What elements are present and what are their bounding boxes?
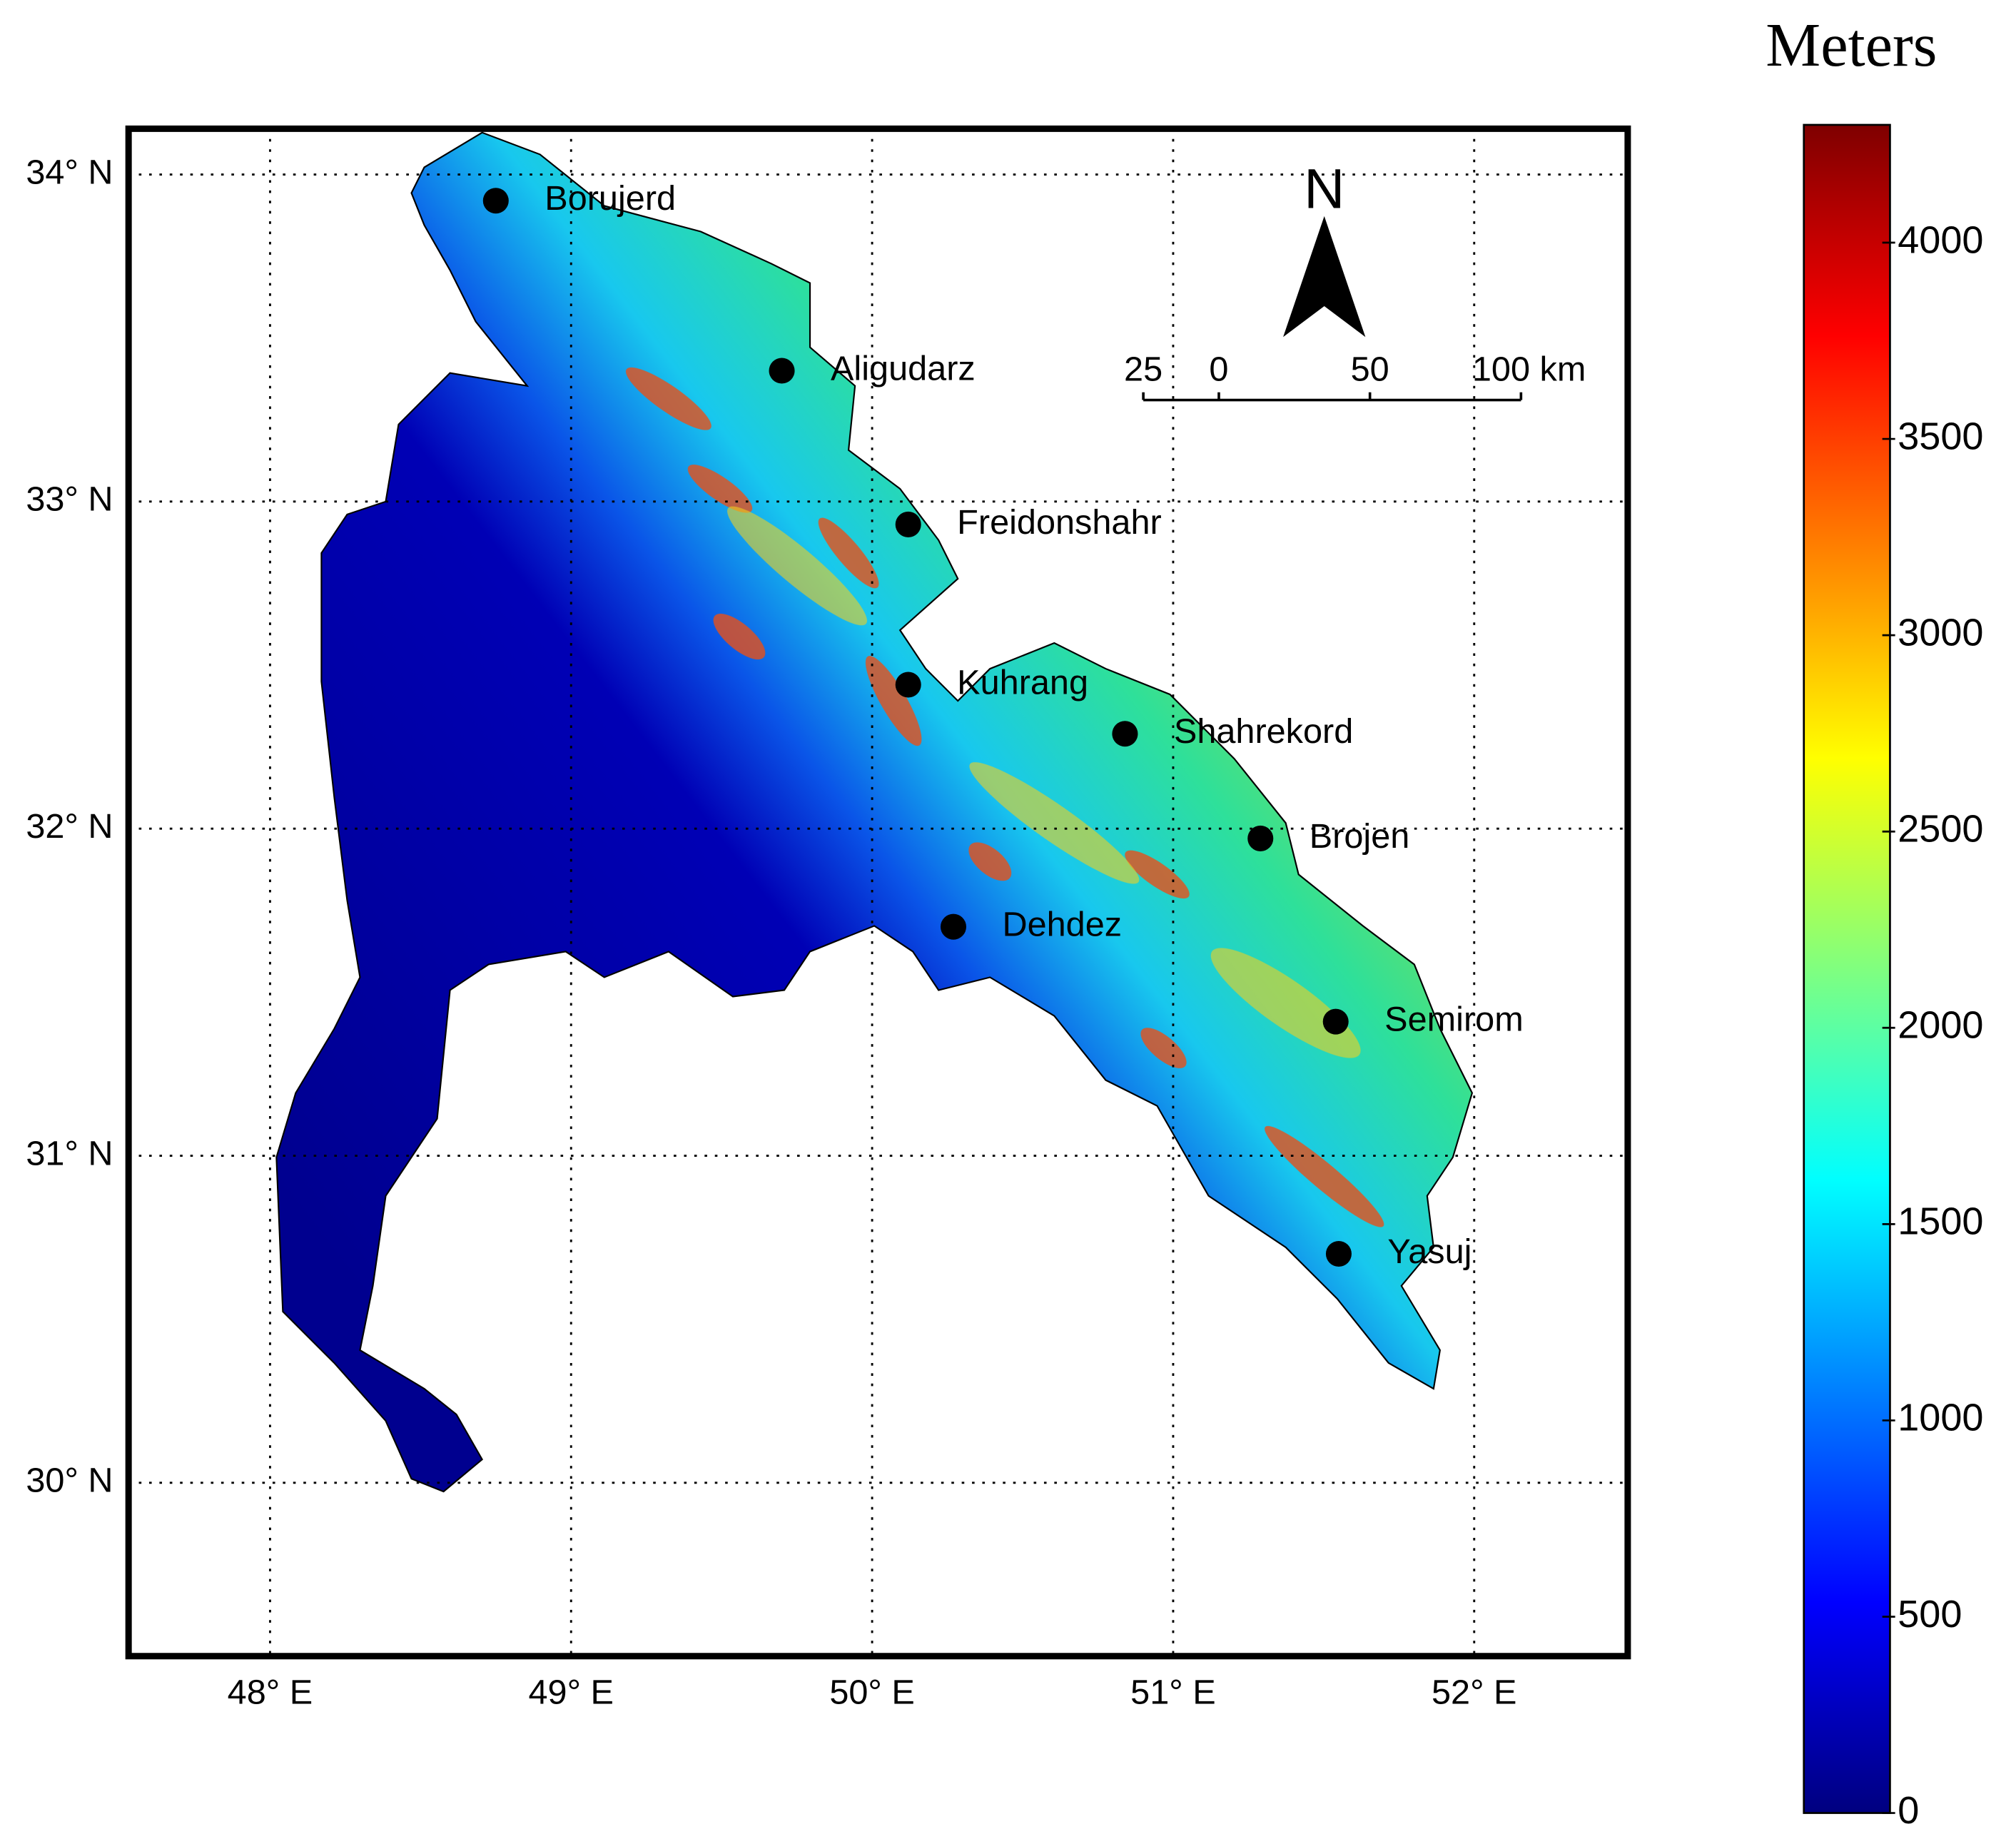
city-marker <box>482 188 509 214</box>
colorbar-title: Meters <box>1766 11 1937 79</box>
scale-label: 25 <box>1124 350 1163 389</box>
city-label: Dehdez <box>1002 906 1122 944</box>
city-label: Semirom <box>1384 1000 1524 1038</box>
grid <box>128 128 1628 1656</box>
scale-label: 50 <box>1351 350 1389 389</box>
city-label: Kuhrang <box>957 663 1088 701</box>
city-marker <box>895 672 921 698</box>
x-tick-label: 49° E <box>529 1673 614 1712</box>
scale-label: 0 <box>1209 350 1228 389</box>
city-marker <box>940 913 967 940</box>
x-tick-label: 50° E <box>829 1673 914 1712</box>
overlay: Borujerd Aligudarz Freidonshahr Kuhrang Shah… <box>482 179 1586 1271</box>
city-marker <box>1247 825 1274 851</box>
city-label: Shahrekord <box>1174 712 1353 751</box>
y-tick-label: 30° N <box>26 1461 113 1500</box>
city-label: Freidonshahr <box>957 503 1162 542</box>
city-marker <box>769 358 795 384</box>
y-tick-label: 31° N <box>26 1134 113 1172</box>
colorbar-tick-label: 1500 <box>1898 1200 1983 1243</box>
city-marker <box>1322 1008 1349 1035</box>
city-marker <box>895 511 921 537</box>
north-label: N <box>1304 156 1344 220</box>
city-marker <box>1112 721 1138 747</box>
colorbar-tick-label: 2000 <box>1898 1004 1983 1047</box>
x-tick-label: 52° E <box>1432 1673 1516 1712</box>
map-frame <box>125 125 1631 1660</box>
city-label: Brojen <box>1310 817 1410 856</box>
x-tick-label: 48° E <box>228 1673 313 1712</box>
terrain <box>276 132 1472 1492</box>
colorbar-tick-label: 3000 <box>1898 611 1983 654</box>
colorbar-tick-label: 4000 <box>1898 218 1983 261</box>
y-tick-label: 34° N <box>26 153 113 191</box>
colorbar-tick-label: 1000 <box>1898 1397 1983 1439</box>
colorbar-tick-label: 2500 <box>1898 807 1983 850</box>
y-tick-label: 33° N <box>26 480 113 519</box>
y-tick-label: 32° N <box>26 807 113 846</box>
colorbar-tick-label: 500 <box>1898 1593 1962 1636</box>
city-label: Yasuj <box>1387 1232 1472 1271</box>
colorbar-tick-label: 3500 <box>1898 415 1983 457</box>
city-label: Borujerd <box>544 179 676 218</box>
x-tick-label: 51° E <box>1130 1673 1215 1712</box>
colorbar-tick-label: 0 <box>1898 1789 1919 1832</box>
colorbar <box>1803 123 1891 1814</box>
city-label: Aligudarz <box>831 349 976 387</box>
city-marker <box>1325 1240 1352 1267</box>
scale-label: 100 km <box>1472 350 1586 389</box>
north-arrow: N <box>1283 156 1366 338</box>
